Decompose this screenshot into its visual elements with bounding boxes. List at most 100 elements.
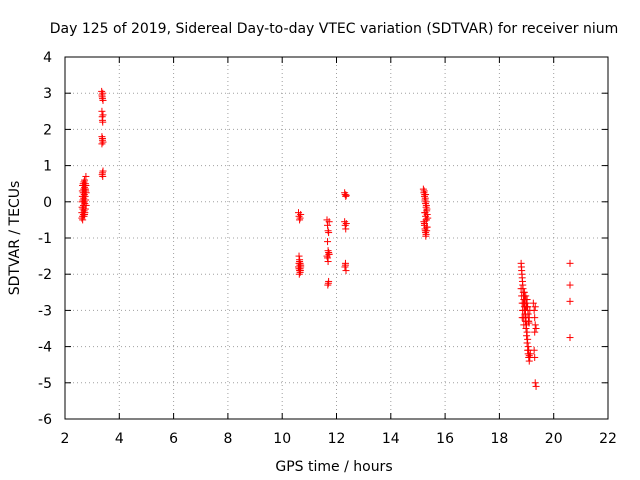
data-point: [529, 299, 537, 307]
data-point: [422, 198, 430, 206]
data-point: [296, 214, 304, 222]
data-point: [324, 254, 332, 262]
data-point: [99, 96, 107, 104]
y-tick-label: 0: [43, 195, 52, 211]
data-point: [524, 343, 532, 351]
data-point: [341, 263, 349, 271]
data-point: [423, 223, 431, 231]
data-point: [525, 317, 533, 325]
data-point: [531, 353, 539, 361]
x-tick-label: 4: [115, 431, 124, 447]
data-point: [80, 212, 88, 220]
data-point: [566, 297, 574, 305]
data-point: [531, 321, 539, 329]
data-point: [80, 178, 88, 186]
data-point: [295, 252, 303, 260]
data-point: [523, 328, 531, 336]
data-point: [81, 205, 89, 213]
data-point: [341, 261, 349, 269]
data-point: [324, 247, 332, 255]
x-tick-label: 20: [545, 431, 563, 447]
data-point: [520, 288, 528, 296]
data-point: [524, 310, 532, 318]
data-point: [422, 232, 430, 240]
data-point: [519, 285, 527, 293]
y-tick-label: -5: [38, 376, 52, 392]
data-point: [324, 227, 332, 235]
data-point: [342, 267, 350, 275]
data-point: [98, 169, 106, 177]
x-tick-label: 8: [223, 431, 232, 447]
data-point: [324, 279, 332, 287]
data-point: [522, 325, 530, 332]
data-point: [566, 334, 574, 342]
x-tick-labels: 2 4 6 8 10 12 14 16 18 20 22: [61, 431, 617, 447]
data-point: [324, 221, 332, 229]
data-points: [78, 87, 574, 390]
data-point: [519, 299, 527, 307]
x-tick-label: 16: [436, 431, 454, 447]
data-point: [82, 189, 90, 197]
data-point: [82, 196, 90, 204]
tick-layer: [64, 56, 609, 420]
data-point: [79, 182, 87, 190]
data-point: [295, 270, 303, 278]
x-tick-label: 12: [328, 431, 346, 447]
data-point: [79, 216, 87, 224]
data-point: [82, 201, 90, 209]
data-point: [523, 332, 531, 340]
data-point: [419, 185, 427, 193]
y-axis-label: SDTVAR / TECUs: [7, 181, 23, 296]
data-point: [81, 185, 89, 193]
y-tick-label: 2: [43, 122, 52, 138]
data-point: [523, 339, 531, 347]
data-point: [80, 198, 88, 206]
y-tick-label: 4: [43, 50, 52, 66]
data-point: [566, 281, 574, 289]
data-point: [520, 292, 528, 300]
data-point: [422, 216, 430, 224]
data-point: [526, 350, 534, 358]
x-tick-label: 2: [61, 431, 70, 447]
data-point: [531, 303, 539, 311]
data-point: [531, 328, 539, 336]
x-tick-label: 22: [599, 431, 617, 447]
data-point: [517, 263, 525, 271]
data-point: [98, 133, 106, 141]
data-point: [342, 191, 350, 199]
x-axis-label: GPS time / hours: [275, 459, 392, 475]
data-point: [518, 270, 526, 278]
y-tick-label: -6: [38, 412, 52, 428]
data-point: [532, 382, 540, 390]
data-point: [518, 314, 526, 322]
data-point: [81, 176, 89, 184]
data-point: [82, 172, 90, 180]
data-point: [325, 250, 333, 258]
data-point: [566, 259, 574, 267]
data-point: [341, 218, 349, 226]
data-point: [324, 258, 332, 266]
chart-title: Day 125 of 2019, Sidereal Day-to-day VTE…: [50, 21, 619, 37]
data-point: [295, 259, 303, 267]
data-point: [422, 212, 430, 220]
data-point: [531, 379, 539, 387]
data-point: [324, 238, 332, 246]
data-point: [325, 229, 333, 237]
data-point: [524, 303, 532, 311]
data-point: [422, 191, 430, 199]
data-point: [420, 187, 428, 195]
data-point: [99, 89, 107, 97]
y-tick-labels: 4 3 2 1 0 -1 -2 -3 -4 -5 -6: [38, 50, 52, 428]
data-point: [342, 225, 350, 233]
data-point: [532, 325, 540, 332]
x-tick-label: 18: [490, 431, 508, 447]
y-tick-label: -4: [38, 340, 52, 356]
data-point: [341, 221, 349, 229]
data-point: [99, 118, 107, 126]
data-point: [325, 218, 333, 226]
data-point: [525, 352, 533, 360]
plot-frame: [64, 56, 609, 420]
data-point: [98, 134, 106, 142]
data-point: [530, 346, 538, 354]
